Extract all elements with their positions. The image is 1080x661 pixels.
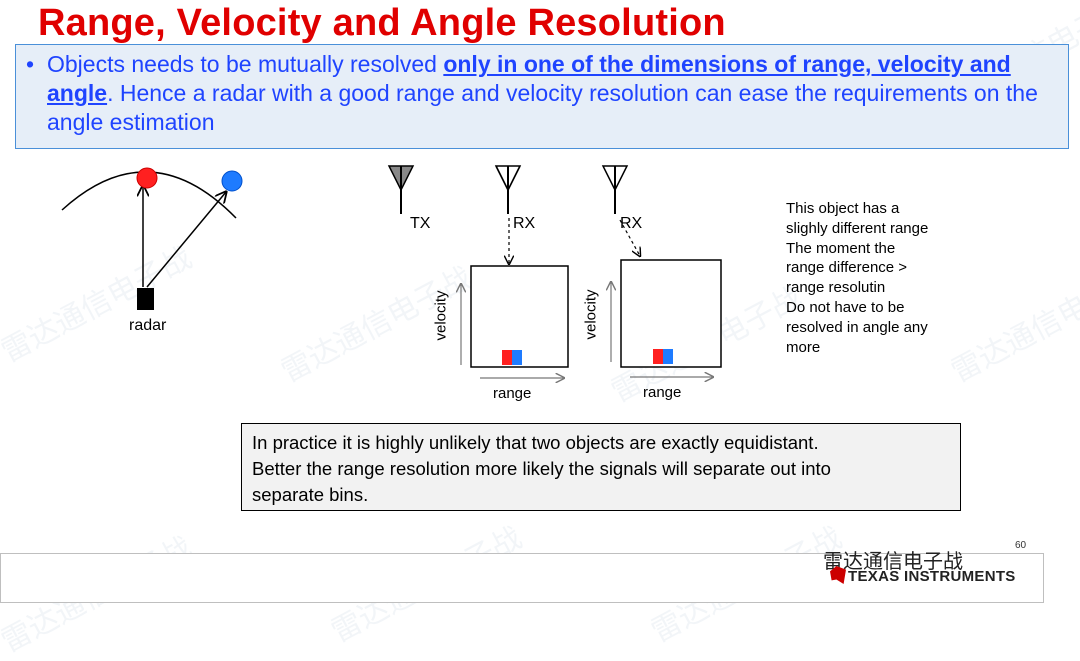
rv1-bin-blue (512, 350, 522, 365)
rx2-down-arrow (619, 219, 640, 256)
slide-title: Range, Velocity and Angle Resolution (38, 2, 726, 44)
range-label-1: range (493, 385, 532, 402)
rx2-label: RX (620, 215, 643, 232)
bullet-box: • Objects needs to be mutually resolved o… (15, 44, 1069, 149)
ray-to-blue (146, 192, 226, 288)
rv2-bin-red (653, 349, 663, 364)
bullet-part-2: . Hence a radar with a good range and ve… (47, 80, 1038, 135)
rx1-label: RX (513, 215, 536, 232)
radar-label: radar (129, 317, 167, 334)
note-line: range resolutin (786, 279, 886, 297)
radar-diagram (61, 165, 722, 420)
object-blue (221, 170, 243, 192)
side-note: This object has a slighly different rang… (786, 199, 966, 357)
bullet-part-1: Objects needs to be mutually resolved (47, 51, 444, 77)
company-name: TEXAS INSTRUMENTS (848, 568, 1016, 585)
practice-line: separate bins. (252, 484, 369, 505)
range-label-2: range (643, 384, 682, 401)
velocity-label-2: velocity (582, 289, 600, 340)
footer-bar (0, 553, 1044, 603)
radar-box (137, 288, 154, 310)
note-line: range difference > (786, 259, 908, 277)
ti-logo-icon (830, 566, 846, 584)
rv2-bin-blue (663, 349, 673, 364)
practice-box: In practice it is highly unlikely that t… (241, 423, 961, 511)
note-line: The moment the (786, 239, 896, 257)
practice-line: In practice it is highly unlikely that t… (252, 432, 819, 453)
note-line: resolved in angle any (786, 318, 928, 336)
note-line: Do not have to be (786, 298, 905, 316)
note-line: slighly different range (786, 219, 929, 237)
wechat-account-name: 雷达通信电子战 (823, 551, 963, 573)
practice-line: Better the range resolution more likely … (252, 458, 831, 479)
bullet-dot: • (26, 51, 35, 77)
tx-label: TX (410, 215, 431, 232)
velocity-label-1: velocity (432, 290, 450, 341)
page-number: 60 (1015, 540, 1027, 551)
bullet-emphasis: only in one of the dimensions of range, … (47, 51, 1011, 106)
note-line: This object has a (786, 200, 900, 217)
object-red (136, 167, 158, 189)
bullet-text: • Objects needs to be mutually resolved o… (26, 50, 1057, 137)
note-line: more (786, 338, 821, 356)
rv1-bin-red (502, 350, 512, 365)
